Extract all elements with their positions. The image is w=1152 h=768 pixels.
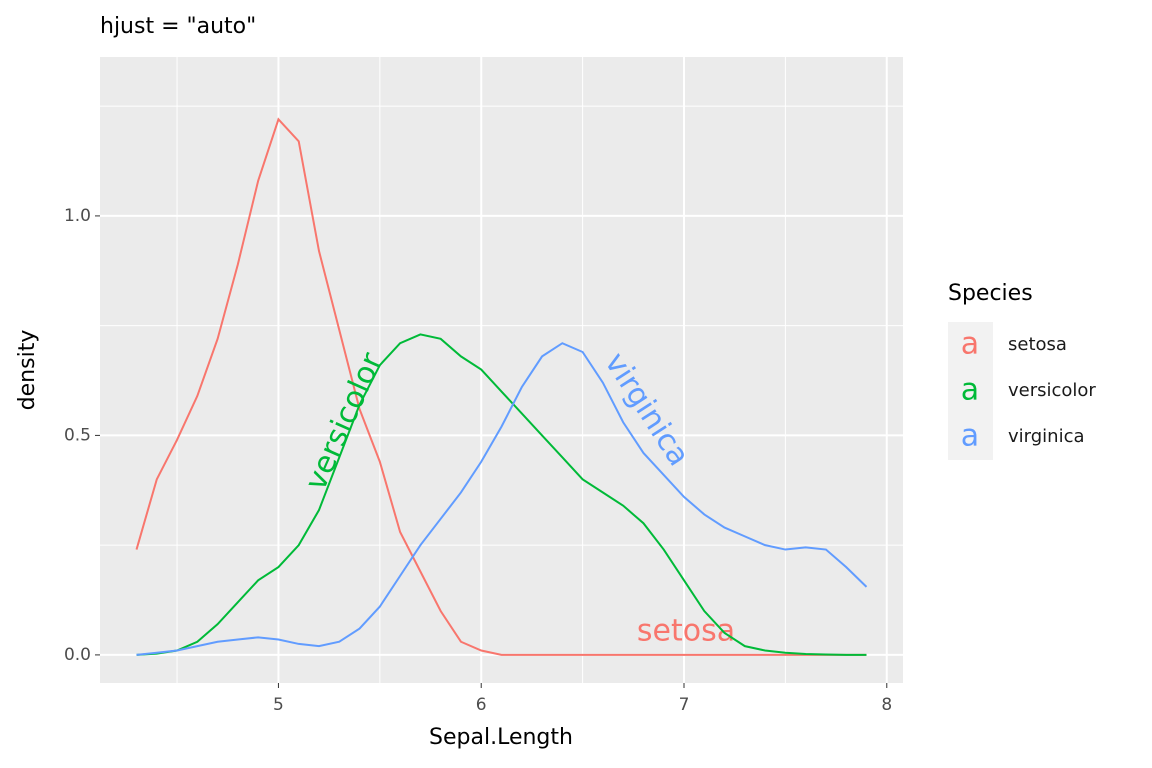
y-tick-label: 0.5	[64, 425, 91, 445]
y-tick-label: 1.0	[64, 206, 91, 226]
legend-label: virginica	[1008, 426, 1085, 447]
x-tick-label: 7	[679, 695, 690, 715]
legend-key-background	[948, 322, 993, 460]
legend-key: a	[961, 327, 979, 362]
density-line	[135, 117, 867, 656]
line-label: setosa	[637, 614, 735, 649]
legend-title: Species	[948, 281, 1033, 306]
y-tick-label: 0.0	[64, 645, 91, 665]
density-line	[136, 333, 867, 656]
y-axis-title: density	[15, 330, 40, 411]
density-line	[136, 342, 868, 656]
legend-label: setosa	[1008, 334, 1067, 355]
x-tick-label: 8	[881, 695, 892, 715]
legend-key: a	[961, 419, 979, 454]
x-axis-title: Sepal.Length	[429, 725, 573, 750]
panel	[100, 57, 903, 683]
legend-label: versicolor	[1008, 380, 1096, 401]
x-tick-label: 5	[273, 695, 284, 715]
chart-title: hjust = "auto"	[100, 14, 256, 39]
x-tick-label: 6	[476, 695, 487, 715]
legend-key: a	[961, 373, 979, 408]
